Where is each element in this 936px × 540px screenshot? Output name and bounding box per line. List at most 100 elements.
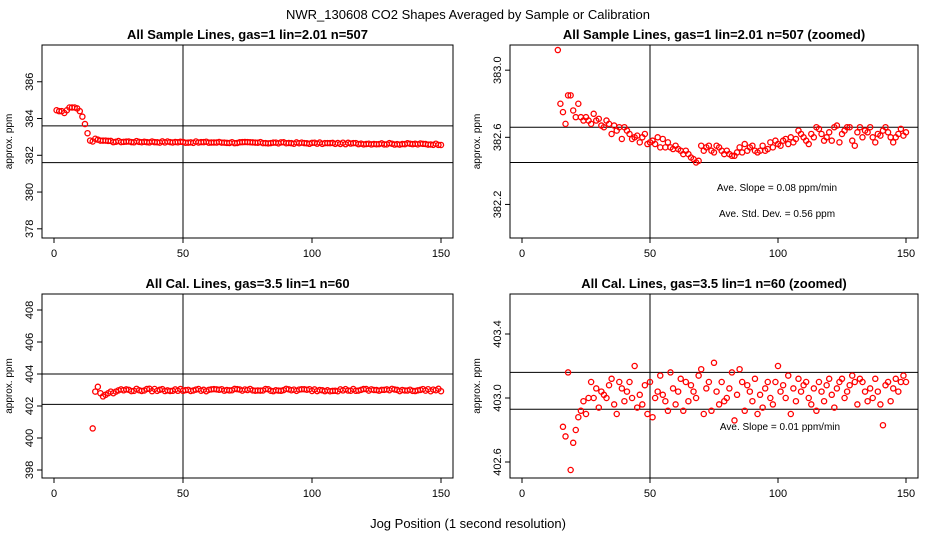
data-point <box>802 378 810 386</box>
data-point <box>616 378 623 386</box>
data-point <box>662 144 669 151</box>
y-tick-label: 406 <box>24 333 36 351</box>
data-point <box>848 372 856 379</box>
x-tick-label: 150 <box>432 488 450 500</box>
data-point <box>656 372 664 379</box>
data-point <box>756 391 764 399</box>
data-point <box>580 397 587 405</box>
data-point <box>590 394 597 402</box>
data-point <box>592 385 600 392</box>
x-tick-label: 50 <box>177 488 189 500</box>
data-point <box>815 378 823 386</box>
data-point <box>815 125 823 133</box>
data-point <box>738 378 746 386</box>
data-point <box>784 372 792 379</box>
panel-calibration: All Cal. Lines, gas=3.5 lin=1 n=60 approx… <box>4 276 454 500</box>
data-point <box>557 100 564 107</box>
data-point <box>741 407 748 415</box>
data-point <box>846 123 853 131</box>
data-point <box>651 140 659 148</box>
figure-title: NWR_130608 CO2 Shapes Averaged by Sample… <box>286 7 650 22</box>
data-point <box>805 140 812 148</box>
data-point <box>692 394 700 402</box>
data-point <box>872 375 879 383</box>
y-tick-label: 402 <box>24 397 36 415</box>
data-point <box>728 152 736 160</box>
data-point <box>751 375 759 383</box>
data-point <box>710 359 718 367</box>
data-point <box>869 394 876 402</box>
data-point <box>595 404 603 411</box>
data-point <box>654 134 661 141</box>
data-point <box>94 383 102 391</box>
x-tick-label: 100 <box>303 488 321 500</box>
data-point <box>618 385 626 392</box>
data-point <box>851 378 859 386</box>
data-point <box>889 385 897 392</box>
data-point <box>848 137 856 144</box>
plot-frame <box>41 44 454 239</box>
data-point <box>787 134 795 141</box>
x-tick-label: 0 <box>519 488 525 500</box>
data-point <box>892 375 900 383</box>
data-point <box>859 378 866 386</box>
data-point <box>605 381 613 389</box>
data-point <box>89 425 96 432</box>
data-point <box>825 129 833 136</box>
data-point <box>715 401 723 408</box>
data-point <box>659 135 667 143</box>
data-point <box>697 365 705 373</box>
data-point <box>774 362 782 370</box>
data-point <box>797 388 805 395</box>
y-tick-label: 408 <box>24 301 36 319</box>
data-point <box>777 388 784 395</box>
data-point <box>639 401 646 408</box>
data-point <box>654 388 661 395</box>
y-tick-label: 402.6 <box>492 448 504 476</box>
y-tick-label: 403.4 <box>492 320 504 348</box>
data-point <box>777 142 784 149</box>
data-point <box>787 410 795 418</box>
data-point <box>81 120 89 128</box>
data-point <box>900 372 907 379</box>
data-point <box>897 378 905 386</box>
data-point <box>884 378 892 386</box>
data-point <box>825 375 833 383</box>
data-point <box>769 144 777 151</box>
data-point <box>641 130 649 138</box>
data-point <box>687 381 695 389</box>
data-point <box>731 417 738 424</box>
data-point <box>833 122 841 129</box>
data-point <box>587 378 595 386</box>
x-tick-label: 150 <box>897 488 915 500</box>
data-point <box>810 385 818 392</box>
data-point <box>708 407 715 415</box>
data-point <box>869 134 876 141</box>
data-point <box>767 139 774 146</box>
data-point <box>859 134 866 141</box>
annotation: Ave. Std. Dev. = 0.56 ppm <box>719 209 835 220</box>
data-point <box>636 139 644 146</box>
data-point <box>741 140 748 148</box>
data-point <box>738 149 746 156</box>
data-point <box>843 123 851 131</box>
data-point <box>567 466 574 474</box>
y-tick-label: 382 <box>24 146 36 164</box>
plot-frame <box>509 44 919 239</box>
x-tick-label: 50 <box>644 488 656 500</box>
data-point <box>823 134 830 141</box>
y-tick-label: 400 <box>24 429 36 447</box>
data-point <box>695 372 702 379</box>
panel-calibration-zoomed: All Cal. Lines, gas=3.5 lin=1 n=60 (zoom… <box>472 276 919 500</box>
data-point <box>651 394 659 402</box>
data-point <box>874 388 882 395</box>
y-tick-label: 380 <box>24 183 36 201</box>
data-point <box>895 388 902 395</box>
x-tick-label: 150 <box>432 248 450 260</box>
data-point <box>710 149 718 156</box>
data-point <box>680 407 687 415</box>
x-tick-label: 50 <box>177 248 189 260</box>
y-tick-label: 403.0 <box>492 384 504 412</box>
data-point <box>902 378 910 386</box>
data-point <box>669 385 677 392</box>
